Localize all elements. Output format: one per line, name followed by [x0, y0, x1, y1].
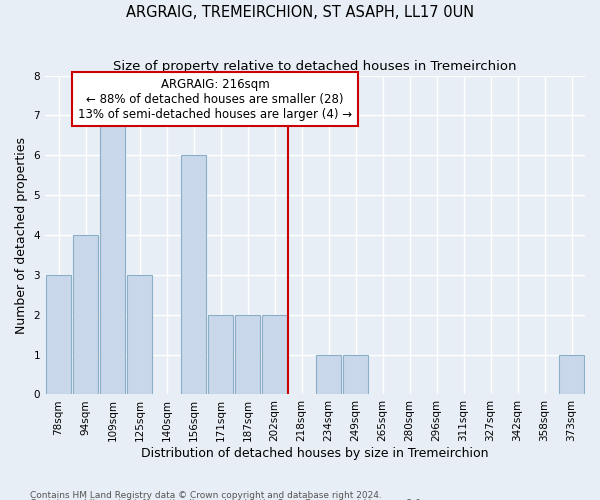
Bar [235, 314, 260, 394]
Bar [46, 275, 71, 394]
Bar [559, 354, 584, 395]
Bar [208, 314, 233, 394]
Bar [316, 354, 341, 395]
Title: Size of property relative to detached houses in Tremeirchion: Size of property relative to detached ho… [113, 60, 517, 73]
Bar [181, 156, 206, 394]
X-axis label: Distribution of detached houses by size in Tremeirchion: Distribution of detached houses by size … [141, 447, 489, 460]
Bar [262, 314, 287, 394]
Bar [100, 116, 125, 394]
Bar [343, 354, 368, 395]
Bar [127, 275, 152, 394]
Y-axis label: Number of detached properties: Number of detached properties [15, 136, 28, 334]
Text: ARGRAIG, TREMEIRCHION, ST ASAPH, LL17 0UN: ARGRAIG, TREMEIRCHION, ST ASAPH, LL17 0U… [126, 5, 474, 20]
Text: Contains HM Land Registry data © Crown copyright and database right 2024.: Contains HM Land Registry data © Crown c… [30, 490, 382, 500]
Text: ARGRAIG: 216sqm
← 88% of detached houses are smaller (28)
13% of semi-detached h: ARGRAIG: 216sqm ← 88% of detached houses… [78, 78, 352, 120]
Bar [73, 235, 98, 394]
